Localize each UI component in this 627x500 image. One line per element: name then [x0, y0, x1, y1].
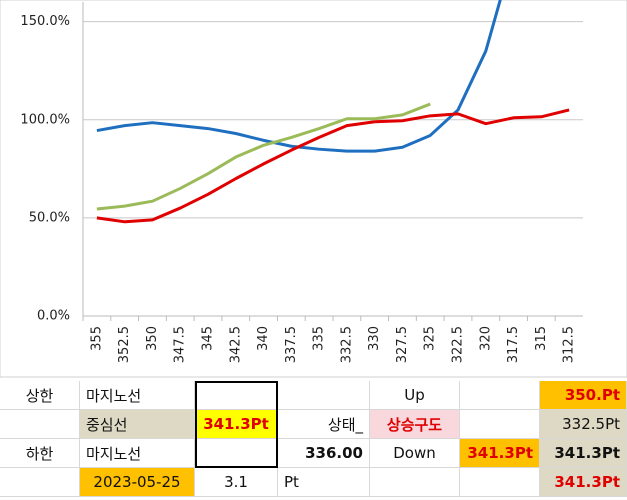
cell: 2023-05-25 [80, 468, 195, 497]
cell: 341.3Pt [195, 410, 278, 439]
cell [0, 468, 80, 497]
plot [96, 0, 570, 224]
x-tick-label: 330 [367, 326, 382, 351]
x-tick-label: 340 [256, 326, 271, 351]
cell [195, 381, 278, 410]
cell: 중심선 [80, 410, 195, 439]
cell [460, 468, 540, 497]
chart-area [0, 0, 627, 378]
x-tick-label: 332.5 [339, 326, 354, 363]
cell: 341.3Pt [540, 439, 627, 468]
x-tick-label: 335 [312, 326, 327, 351]
x-tick-label: 350 [145, 326, 160, 351]
x-tick-label: 342.5 [228, 326, 243, 363]
chart: 0.0% 50.0% 100.0% 150.0% 355 352.5 350 347.5 345… [0, 0, 627, 378]
cell: 상태_ [278, 410, 370, 439]
cell: 341.3Pt [540, 468, 627, 497]
x-tick-label: 325 [423, 326, 438, 351]
x-tick-label: 337.5 [284, 326, 299, 363]
x-tick-label: 317.5 [506, 326, 521, 363]
y-tick-label: 0.0% [37, 309, 70, 324]
cell [370, 468, 460, 497]
cell: 상승구도 [370, 410, 460, 439]
cell: 3.1 [195, 468, 278, 497]
cell [460, 381, 540, 410]
x-tick-label: 327.5 [395, 326, 410, 363]
x-tick-label: 352.5 [117, 326, 132, 363]
cell: 332.5Pt [540, 410, 627, 439]
series-line [96, 102, 431, 211]
y-tick-label: 50.0% [29, 210, 70, 225]
y-tick-label: 100.0% [20, 112, 70, 127]
cell: Pt [278, 468, 370, 497]
cell [0, 410, 80, 439]
x-tick-label: 322.5 [451, 326, 466, 363]
series-line [96, 108, 570, 224]
cell: 하한 [0, 439, 80, 468]
cell: 마지노선 [80, 439, 195, 468]
cell: 마지노선 [80, 381, 195, 410]
cell: Up [370, 381, 460, 410]
cell: 341.3Pt [460, 439, 540, 468]
cell: 350.Pt [540, 381, 627, 410]
x-tick-label: 312.5 [562, 326, 577, 363]
cell [195, 439, 278, 468]
cell: 상한 [0, 381, 80, 410]
cell [278, 381, 370, 410]
x-tick-label: 320 [478, 326, 493, 351]
series-line [96, 0, 502, 153]
y-tick-label: 150.0% [20, 14, 70, 29]
cell: Down [370, 439, 460, 468]
cell [460, 410, 540, 439]
x-tick-label: 345 [201, 326, 216, 351]
x-tick-label: 347.5 [173, 326, 188, 363]
x-tick-label: 355 [89, 326, 104, 351]
x-tick-label: 315 [534, 326, 549, 351]
cell: 336.00 [278, 439, 370, 468]
